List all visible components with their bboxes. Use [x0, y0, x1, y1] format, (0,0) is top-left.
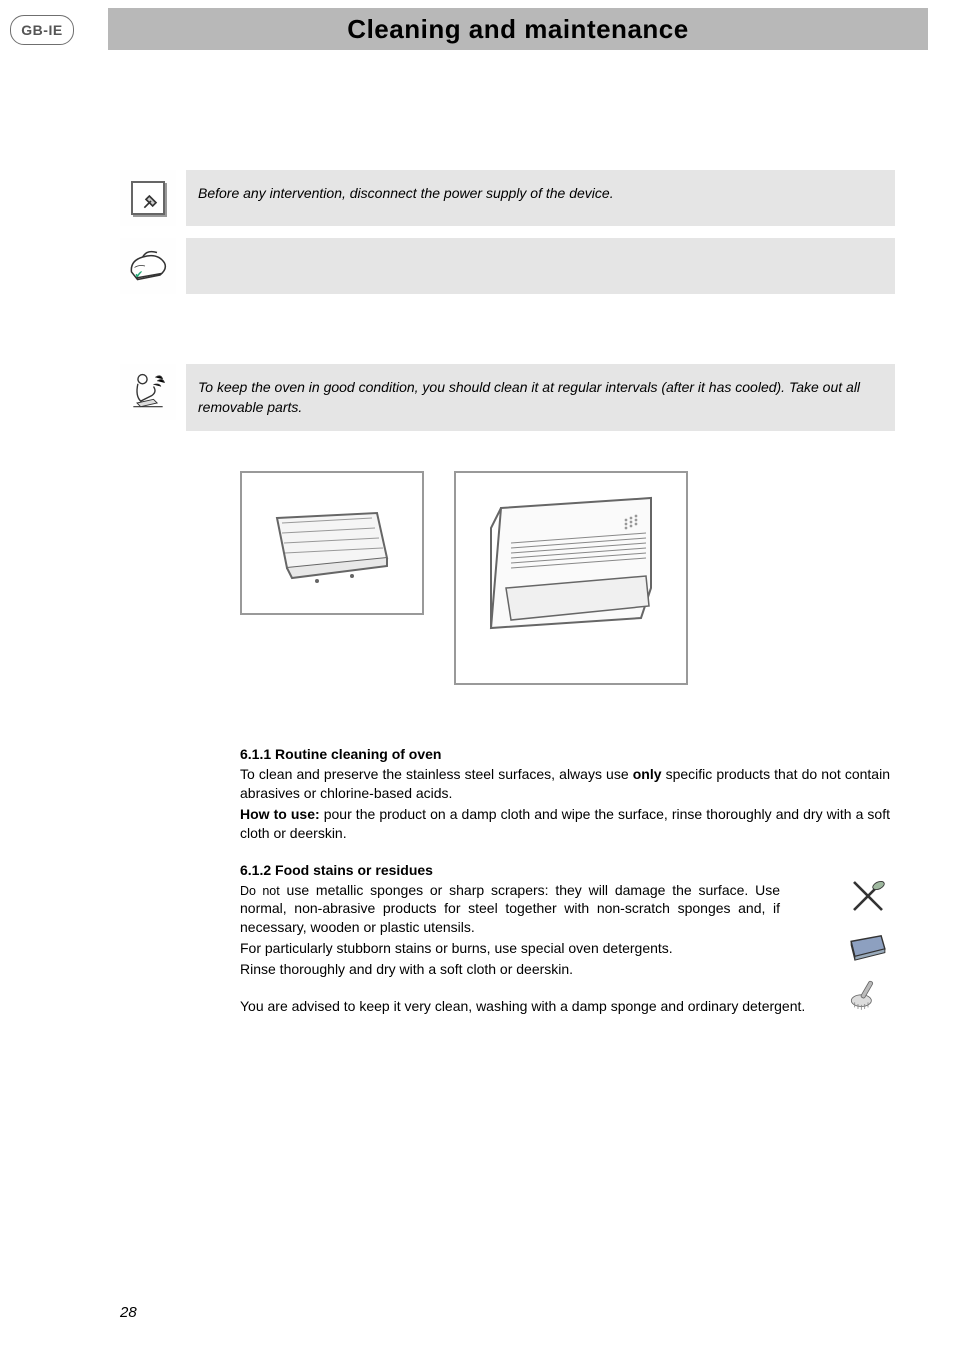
section-2-heading: 6.1.2 Food stains or residues: [240, 861, 890, 880]
section-2-para-2: For particularly stubborn stains or burn…: [240, 939, 780, 958]
oven-illustration: [454, 471, 688, 685]
section-2-para-3: Rinse thoroughly and dry with a soft clo…: [240, 960, 780, 979]
note-row-1: Before any intervention, disconnect the …: [120, 170, 895, 226]
person-icon: [120, 364, 176, 420]
s2p1-rest: use metallic sponges or sharp scrapers: …: [240, 882, 780, 936]
section-2-para-1: Do not use metallic sponges or sharp scr…: [240, 881, 780, 938]
note-text-2: [186, 238, 895, 294]
section-1-para-2: How to use: pour the product on a damp c…: [240, 805, 890, 843]
page-number: 28: [120, 1304, 137, 1321]
s1p1-bold: only: [633, 766, 662, 782]
svg-text:✔: ✔: [135, 269, 144, 281]
advice-text: You are advised to keep it very clean, w…: [240, 997, 890, 1016]
s1p2-bold: How to use:: [240, 806, 320, 822]
illustration-row: [240, 471, 895, 685]
s1p2-post: pour the product on a damp cloth and wip…: [240, 806, 890, 841]
page-title: Cleaning and maintenance: [347, 14, 688, 45]
note-text-3: To keep the oven in good condition, you …: [186, 364, 895, 431]
note-text-1: Before any intervention, disconnect the …: [186, 170, 895, 226]
s2p1-pre: Do not: [240, 884, 280, 898]
section-1-heading: 6.1.1 Routine cleaning of oven: [240, 745, 890, 764]
note-row-2: ✔: [120, 238, 895, 294]
title-bar: Cleaning and maintenance: [108, 8, 928, 50]
pin-icon: [120, 170, 176, 226]
sponge-ok-icon: [845, 932, 891, 967]
brush-icon: [848, 976, 888, 1017]
no-metal-icon: [847, 875, 889, 922]
note-row-3: To keep the oven in good condition, you …: [120, 364, 895, 431]
sponge-icon: ✔: [120, 238, 176, 294]
locale-text: GB-IE: [21, 22, 62, 38]
tray-illustration: [240, 471, 424, 615]
locale-badge: GB-IE: [10, 15, 74, 45]
s1p1-pre: To clean and preserve the stainless stee…: [240, 766, 633, 782]
section-1-para-1: To clean and preserve the stainless stee…: [240, 765, 890, 803]
side-icons: [838, 875, 898, 1018]
